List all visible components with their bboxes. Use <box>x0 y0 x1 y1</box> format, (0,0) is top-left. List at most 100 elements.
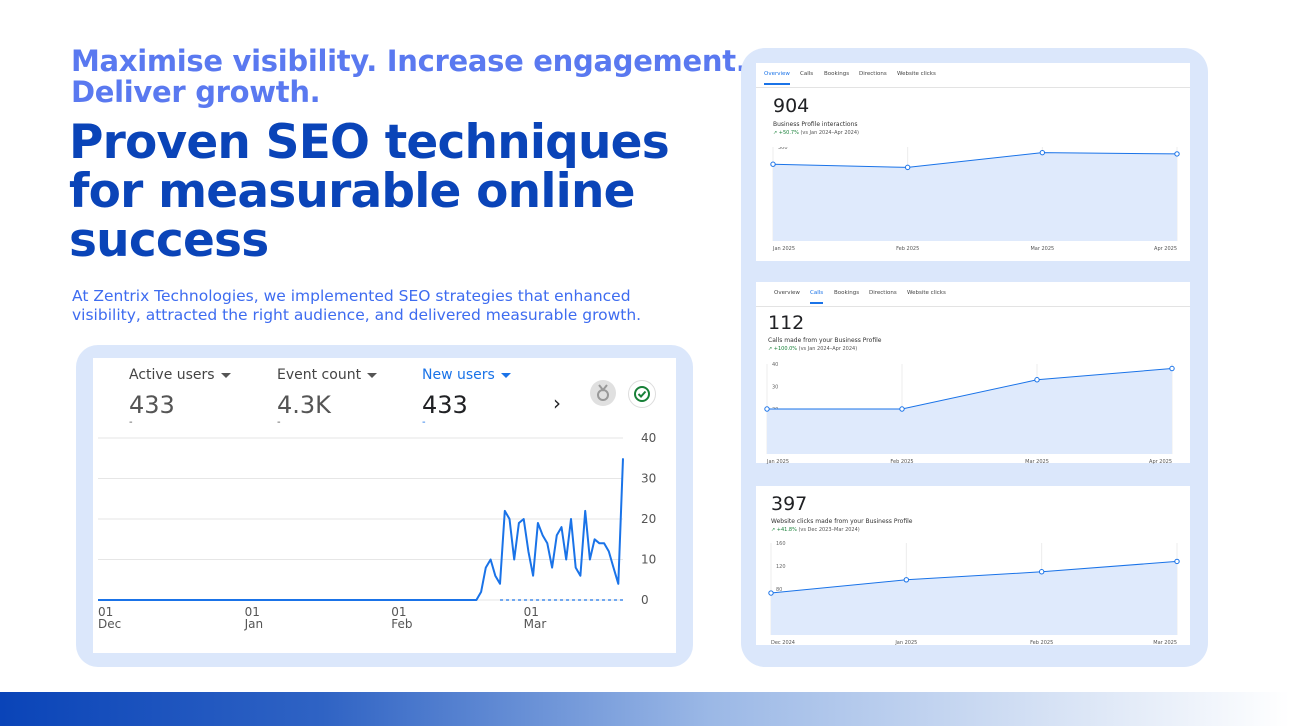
hero-kicker: Maximise visibility. Increase engagement… <box>71 44 747 109</box>
y-tick-label: 120 <box>776 564 786 570</box>
series-line <box>772 152 1178 168</box>
x-tick-day: 01 <box>524 605 539 619</box>
metric-event-count[interactable]: Event count 4.3K - <box>277 365 417 428</box>
interactions-label: Business Profile interactions <box>773 121 858 128</box>
x-tick-month: Feb <box>391 617 412 631</box>
data-point <box>1039 149 1046 156</box>
metric-delta: - <box>422 417 426 428</box>
data-point <box>1169 365 1175 372</box>
metric-label: New users <box>422 367 495 383</box>
check-circle-icon[interactable] <box>628 380 656 408</box>
x-tick-day: 01 <box>98 605 113 619</box>
y-tick-label: 30 <box>641 472 656 486</box>
data-point <box>903 577 910 583</box>
tab-calls[interactable]: Calls <box>810 290 824 304</box>
data-point <box>1038 569 1045 575</box>
metric-value: 433 <box>422 391 468 419</box>
x-tick-label: Jan 2025 <box>766 459 789 464</box>
x-tick-month: Dec <box>98 617 121 631</box>
y-tick-label: 30 <box>772 385 778 391</box>
tab-calls[interactable]: Calls <box>800 71 814 77</box>
x-tick-label: Apr 2025 <box>1154 246 1177 252</box>
y-tick-label: 160 <box>776 541 786 547</box>
metric-active-users[interactable]: Active users 433 - <box>129 365 269 428</box>
trend-up-icon: ↗ <box>768 346 774 352</box>
gbp-tabs: Overview Calls Bookings Directions Websi… <box>756 63 1190 88</box>
data-point <box>768 590 774 596</box>
chevron-right-icon[interactable]: › <box>553 391 561 415</box>
tab-directions[interactable]: Directions <box>859 71 887 77</box>
metric-value: 4.3K <box>277 391 331 419</box>
analytics-panel: Active users 433 - Event count 4.3K - Ne… <box>93 358 676 653</box>
data-point <box>1174 151 1180 157</box>
gbp-panel-interactions: Overview Calls Bookings Directions Websi… <box>756 63 1190 261</box>
hero-description: At Zentrix Technologies, we implemented … <box>72 287 642 324</box>
y-tick-label: 80 <box>776 587 782 593</box>
x-tick-month: Jan <box>244 617 264 631</box>
data-point <box>1174 558 1180 565</box>
tab-website-clicks[interactable]: Website clicks <box>907 290 946 296</box>
gbp-panel-calls: Overview Calls Bookings Directions Websi… <box>756 282 1190 464</box>
x-tick-day: 01 <box>245 605 260 619</box>
metric-value: 433 <box>129 391 175 419</box>
data-point <box>764 406 770 412</box>
tab-bookings[interactable]: Bookings <box>824 71 850 77</box>
x-tick-month: Mar <box>524 617 547 631</box>
tab-overview[interactable]: Overview <box>774 290 800 296</box>
calls-trend: ↗ +100.0% (vs Jan 2024–Apr 2024) <box>768 346 858 352</box>
business-profile-card: Overview Calls Bookings Directions Websi… <box>741 48 1208 667</box>
y-tick-label: 300 <box>778 147 788 151</box>
y-tick-label: 20 <box>641 512 656 526</box>
x-tick-label: Feb 2025 <box>890 459 913 464</box>
y-tick-label: 40 <box>772 362 778 368</box>
medal-icon[interactable] <box>590 380 616 406</box>
x-tick-label: Mar 2025 <box>1030 246 1054 252</box>
x-tick-label: Jan 2025 <box>772 246 795 252</box>
series-area <box>771 561 1177 635</box>
x-tick-label: Dec 2024 <box>771 640 795 645</box>
y-tick-label: 0 <box>641 593 649 607</box>
caret-down-icon <box>500 372 511 378</box>
data-point <box>904 164 911 171</box>
metric-label: Event count <box>277 367 362 383</box>
interactions-trend: ↗ +50.7% (vs Jan 2024–Apr 2024) <box>773 130 859 136</box>
caret-down-icon <box>220 372 231 378</box>
series-line <box>98 458 624 601</box>
x-tick-day: 01 <box>391 605 406 619</box>
data-point <box>1034 377 1040 383</box>
metric-new-users[interactable]: New users 433 - <box>422 365 562 428</box>
x-tick-label: Apr 2025 <box>1149 459 1172 464</box>
tab-website-clicks[interactable]: Website clicks <box>897 71 936 77</box>
metric-label: Active users <box>129 367 215 383</box>
calls-value: 112 <box>768 312 805 334</box>
website-clicks-trend: ↗ +41.8% (vs Dec 2023–Mar 2024) <box>771 527 860 533</box>
website-clicks-label: Website clicks made from your Business P… <box>771 518 913 525</box>
x-tick-label: Jan 2025 <box>894 640 917 645</box>
website-clicks-value: 397 <box>771 493 808 515</box>
metric-delta: - <box>277 417 281 428</box>
interactions-value: 904 <box>773 95 810 117</box>
series-line <box>770 560 1178 594</box>
trend-up-icon: ↗ <box>773 130 779 136</box>
gbp-tabs: Overview Calls Bookings Directions Websi… <box>756 282 1190 307</box>
hero-title: Proven SEO techniques for measurable onl… <box>69 115 670 268</box>
data-point <box>770 161 776 167</box>
tab-bookings[interactable]: Bookings <box>834 290 860 296</box>
gbp-panel-website-clicks: 397 Website clicks made from your Busine… <box>756 486 1190 645</box>
x-tick-label: Feb 2025 <box>896 246 919 252</box>
tab-directions[interactable]: Directions <box>869 290 897 296</box>
x-tick-label: Mar 2025 <box>1025 459 1049 464</box>
x-tick-label: Feb 2025 <box>1030 640 1053 645</box>
series-area <box>767 368 1172 454</box>
data-point <box>899 406 905 412</box>
series-line <box>767 368 1173 410</box>
tab-overview[interactable]: Overview <box>764 71 790 85</box>
trend-up-icon: ↗ <box>771 527 777 533</box>
x-tick-label: Mar 2025 <box>1153 640 1177 645</box>
series-area <box>773 152 1177 241</box>
metric-delta: - <box>129 417 133 428</box>
